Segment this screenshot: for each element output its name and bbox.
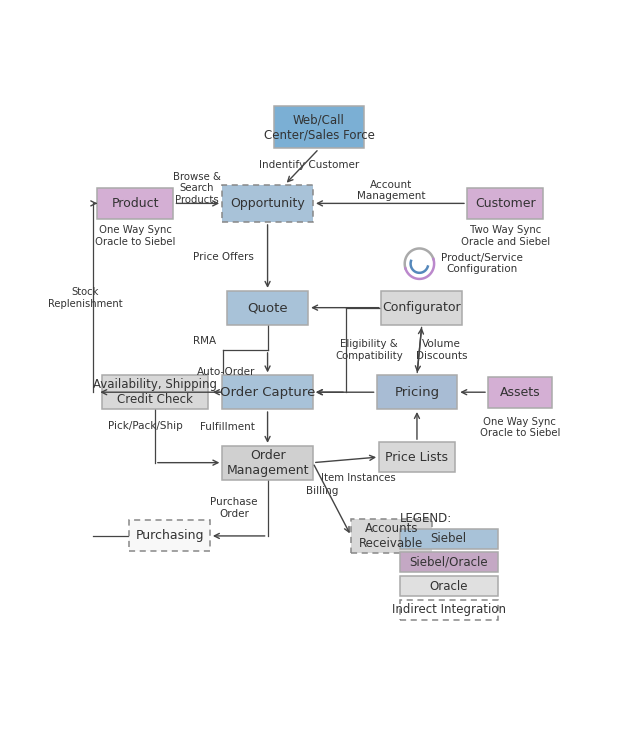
- FancyBboxPatch shape: [102, 376, 207, 409]
- Text: Siebel: Siebel: [431, 532, 467, 545]
- Text: Oracle: Oracle: [430, 580, 468, 593]
- Text: Availability, Shipping
Credit Check: Availability, Shipping Credit Check: [93, 378, 217, 406]
- Text: Opportunity: Opportunity: [230, 197, 305, 210]
- FancyBboxPatch shape: [377, 376, 458, 409]
- Text: Accounts
Receivable: Accounts Receivable: [360, 522, 423, 550]
- Text: Stock
Replenishment: Stock Replenishment: [47, 287, 122, 309]
- Text: Price Lists: Price Lists: [386, 450, 449, 463]
- Text: Auto-Order: Auto-Order: [197, 367, 255, 378]
- FancyBboxPatch shape: [467, 188, 543, 219]
- Text: Price Offers: Price Offers: [193, 252, 254, 262]
- Text: Quote: Quote: [247, 301, 288, 314]
- FancyBboxPatch shape: [400, 529, 498, 549]
- FancyBboxPatch shape: [222, 446, 313, 479]
- FancyBboxPatch shape: [222, 376, 313, 409]
- FancyBboxPatch shape: [129, 520, 210, 551]
- Text: Pricing: Pricing: [394, 386, 439, 399]
- Text: Fulfillment: Fulfillment: [200, 422, 255, 432]
- Text: Pick/Pack/Ship: Pick/Pack/Ship: [107, 421, 183, 431]
- Text: Purchase
Order: Purchase Order: [210, 497, 258, 518]
- FancyBboxPatch shape: [382, 291, 462, 324]
- Text: Indentify Customer: Indentify Customer: [259, 160, 360, 170]
- Text: Indirect Integration: Indirect Integration: [392, 603, 506, 616]
- FancyBboxPatch shape: [227, 291, 308, 324]
- Text: Billing: Billing: [306, 486, 338, 496]
- Text: RMA: RMA: [193, 337, 216, 346]
- Text: One Way Sync
Oracle to Siebel: One Way Sync Oracle to Siebel: [480, 417, 560, 438]
- Text: Assets: Assets: [499, 386, 540, 399]
- Text: Siebel/Oracle: Siebel/Oracle: [410, 556, 488, 569]
- Text: Web/Call
Center/Sales Force: Web/Call Center/Sales Force: [264, 113, 374, 141]
- FancyBboxPatch shape: [274, 106, 364, 149]
- Text: Configurator: Configurator: [382, 301, 461, 314]
- Text: Product: Product: [112, 197, 159, 210]
- Text: Eligibility &
Compatibility: Eligibility & Compatibility: [335, 339, 403, 361]
- FancyBboxPatch shape: [351, 519, 432, 553]
- Text: LEGEND:: LEGEND:: [400, 512, 452, 525]
- FancyBboxPatch shape: [400, 600, 498, 620]
- Text: One Way Sync
Oracle to Siebel: One Way Sync Oracle to Siebel: [95, 225, 176, 247]
- Text: Order
Management: Order Management: [226, 449, 309, 477]
- Text: Volume
Discounts: Volume Discounts: [416, 339, 467, 361]
- Text: Customer: Customer: [475, 197, 535, 210]
- FancyBboxPatch shape: [400, 576, 498, 596]
- Text: Order Capture: Order Capture: [220, 386, 315, 399]
- Text: Product/Service
Configuration: Product/Service Configuration: [442, 253, 523, 274]
- FancyBboxPatch shape: [222, 185, 313, 222]
- Text: Purchasing: Purchasing: [135, 529, 204, 542]
- Text: Browse &
Search
Products: Browse & Search Products: [173, 171, 221, 205]
- FancyBboxPatch shape: [97, 188, 173, 219]
- FancyBboxPatch shape: [488, 377, 552, 408]
- Text: Two Way Sync
Oracle and Siebel: Two Way Sync Oracle and Siebel: [461, 225, 550, 247]
- Text: Item Instances: Item Instances: [321, 473, 396, 483]
- FancyBboxPatch shape: [379, 442, 455, 472]
- FancyBboxPatch shape: [400, 553, 498, 572]
- Text: Account
Management: Account Management: [356, 179, 425, 201]
